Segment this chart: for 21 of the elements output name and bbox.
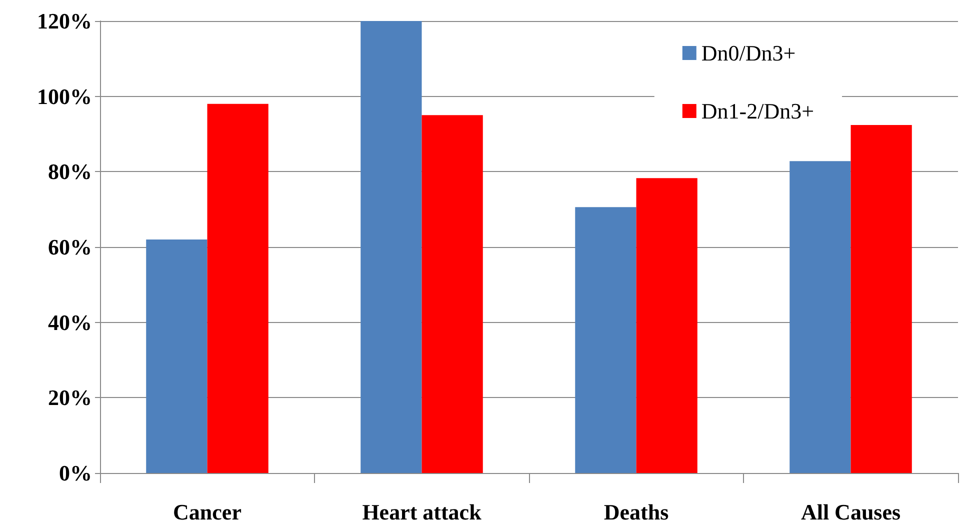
legend-label: Dn0/Dn3+ xyxy=(701,40,796,66)
bar xyxy=(146,239,208,473)
x-tick-label: All Causes xyxy=(800,500,901,524)
bar xyxy=(422,115,483,473)
bar xyxy=(790,161,851,473)
y-tick-label: 60% xyxy=(48,234,92,260)
bar xyxy=(636,178,698,473)
legend-label: Dn1-2/Dn3+ xyxy=(701,98,814,124)
y-tick-label: 120% xyxy=(37,8,92,34)
bar xyxy=(575,207,636,473)
x-tick-label: Cancer xyxy=(173,500,242,524)
y-tick-label: 40% xyxy=(48,310,92,335)
y-tick-label: 80% xyxy=(48,159,92,184)
bar xyxy=(850,124,912,473)
y-tick-label: 100% xyxy=(37,84,92,109)
bar xyxy=(360,21,422,473)
bar xyxy=(207,104,268,473)
y-tick-label: 0% xyxy=(59,460,92,486)
y-tick-label: 20% xyxy=(48,385,92,410)
x-tick-label: Deaths xyxy=(604,500,670,524)
x-tick-label: Heart attack xyxy=(362,500,482,524)
